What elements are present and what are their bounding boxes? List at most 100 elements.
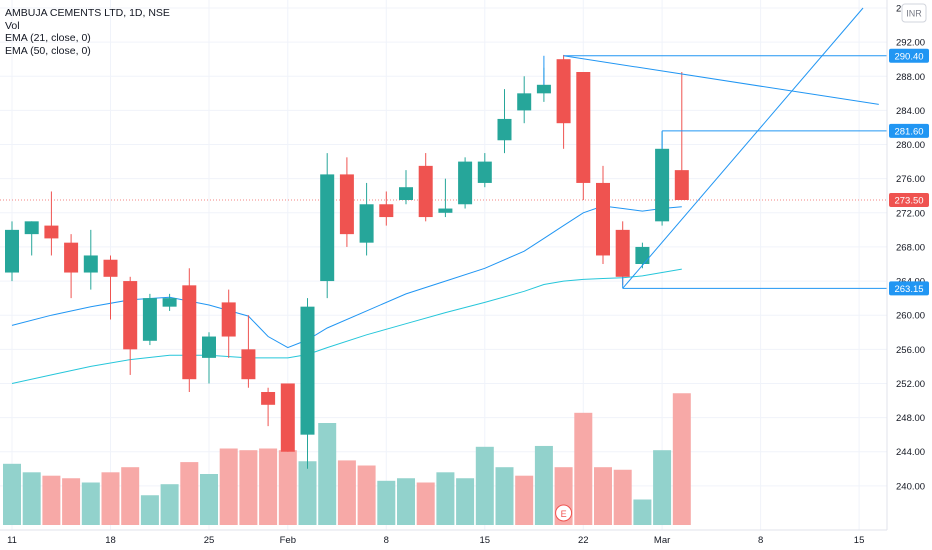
y-tick-label: 248.00 — [896, 413, 925, 424]
y-tick-label: 256.00 — [896, 345, 925, 356]
price-label-text: 263.15 — [894, 284, 923, 295]
volume-bar — [515, 475, 534, 525]
candle-body[interactable] — [300, 306, 315, 435]
trend-line[interactable] — [563, 55, 879, 105]
chart-legend: AMBUJA CEMENTS LTD, 1D, NSE Vol EMA (21,… — [5, 7, 170, 57]
candle-body[interactable] — [339, 174, 354, 235]
candle-body[interactable] — [162, 298, 177, 307]
volume-bar — [357, 465, 376, 525]
x-tick-label: 15 — [854, 535, 865, 546]
price-label[interactable] — [889, 123, 929, 138]
candle-body[interactable] — [359, 204, 374, 243]
price-axis[interactable] — [887, 0, 932, 550]
candle-body[interactable] — [261, 392, 276, 405]
volume-bar — [653, 450, 672, 525]
volume-bar — [613, 469, 632, 525]
candle-body[interactable] — [517, 93, 532, 111]
candle-body[interactable] — [674, 170, 689, 200]
x-tick-label: Mar — [654, 535, 670, 546]
candle-body[interactable] — [202, 336, 216, 358]
price-label[interactable] — [889, 48, 929, 63]
y-tick-label: 244.00 — [896, 447, 925, 458]
volume-bar — [495, 467, 514, 525]
candle-body[interactable] — [655, 148, 670, 222]
y-tick-label: 272.00 — [896, 208, 925, 219]
candle-body[interactable] — [458, 161, 473, 205]
earnings-marker[interactable] — [555, 504, 573, 522]
volume-bar — [574, 412, 593, 525]
candle-body[interactable] — [635, 246, 650, 264]
y-tick-label: 288.00 — [896, 72, 925, 83]
candle-body[interactable] — [83, 255, 98, 273]
candle-body[interactable] — [221, 302, 236, 337]
candle-body[interactable] — [241, 349, 256, 380]
price-label-text: 281.60 — [894, 126, 923, 137]
candle-body[interactable] — [142, 298, 157, 341]
y-tick-label: 280.00 — [896, 140, 925, 151]
trend-line[interactable] — [622, 7, 864, 289]
candle-body[interactable] — [556, 59, 571, 124]
y-tick-label: 260.00 — [896, 311, 925, 322]
volume-bar — [672, 393, 691, 525]
candle-body[interactable] — [280, 383, 295, 452]
price-label-text: 290.40 — [894, 51, 923, 62]
volume-bar — [318, 423, 337, 525]
legend-volume[interactable]: Vol — [5, 19, 20, 32]
y-tick-label: 268.00 — [896, 242, 925, 253]
candle-body[interactable] — [399, 187, 413, 200]
volume-bar — [397, 478, 415, 525]
volume-bar — [160, 484, 179, 525]
x-tick-label: 8 — [384, 535, 389, 546]
candle-body[interactable] — [24, 221, 39, 235]
volume-bar — [62, 478, 81, 525]
candle-body[interactable] — [536, 84, 551, 94]
candle-body[interactable] — [596, 182, 610, 256]
candle-body[interactable] — [497, 118, 512, 141]
price-label[interactable] — [889, 193, 929, 207]
x-tick-label: 11 — [7, 535, 17, 546]
candle-body[interactable] — [438, 208, 453, 213]
earnings-marker-label: E — [561, 509, 567, 519]
volume-bar — [259, 448, 278, 525]
volume-bar — [101, 472, 120, 525]
x-tick-label: 8 — [758, 535, 763, 546]
x-tick-label: 15 — [480, 535, 491, 546]
volume-bar — [219, 448, 238, 525]
candle-body[interactable] — [5, 229, 19, 273]
currency-label: INR — [906, 9, 922, 19]
ema50-line — [11, 268, 682, 384]
x-tick-label: 22 — [578, 535, 589, 546]
currency-button[interactable] — [901, 3, 927, 23]
legend-ema21[interactable]: EMA (21, close, 0) — [5, 32, 91, 44]
candle-body[interactable] — [182, 285, 197, 380]
candle-body[interactable] — [103, 259, 118, 277]
candle-body[interactable] — [320, 174, 335, 282]
volume-bar — [121, 467, 140, 525]
price-label[interactable] — [889, 281, 929, 296]
candle-body[interactable] — [123, 281, 138, 350]
volume-bar — [594, 467, 612, 525]
candle-body[interactable] — [64, 242, 79, 273]
x-tick-label: 25 — [204, 535, 215, 546]
volume-bar — [475, 446, 494, 525]
candle-body[interactable] — [418, 165, 433, 218]
candle-body[interactable] — [615, 229, 630, 277]
volume-bar — [200, 474, 218, 525]
x-tick-label: 18 — [105, 535, 116, 546]
candle-body[interactable] — [379, 204, 394, 218]
y-tick-label: 276.00 — [896, 174, 925, 185]
volume-bar — [81, 482, 100, 525]
candle-body[interactable] — [576, 72, 591, 183]
time-axis[interactable] — [0, 530, 887, 550]
y-tick-label: 252.00 — [896, 379, 925, 390]
volume-bar — [42, 475, 61, 525]
candle-body[interactable] — [44, 225, 59, 239]
volume-bar — [3, 463, 21, 525]
volume-bar — [416, 482, 435, 525]
volume-bar — [298, 461, 317, 525]
candle-body[interactable] — [477, 161, 492, 183]
volume-bar — [633, 499, 652, 525]
legend-ema50[interactable]: EMA (50, close, 0) — [5, 44, 91, 57]
volume-bar — [239, 450, 258, 525]
